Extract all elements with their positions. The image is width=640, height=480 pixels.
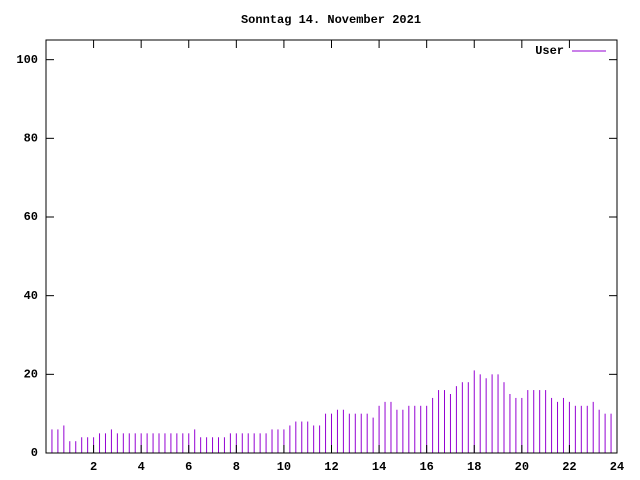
x-tick-label: 6 (185, 460, 192, 474)
plot-frame (45, 39, 618, 454)
x-tick-label: 18 (467, 460, 481, 474)
x-tick-label: 22 (562, 460, 576, 474)
chart-title: Sonntag 14. November 2021 (241, 13, 421, 27)
x-tick-label: 24 (610, 460, 624, 474)
x-tick-label: 16 (419, 460, 433, 474)
x-tick-label: 10 (277, 460, 291, 474)
x-tick-label: 2 (90, 460, 97, 474)
legend-label: User (535, 44, 564, 58)
x-tick-label: 12 (324, 460, 338, 474)
y-tick-label: 100 (16, 53, 38, 67)
y-tick-label: 60 (24, 210, 38, 224)
y-tick-label: 40 (24, 289, 38, 303)
x-tick-label: 8 (233, 460, 240, 474)
y-tick-label: 20 (24, 368, 38, 382)
y-tick-label: 0 (31, 446, 38, 460)
y-tick-label: 80 (24, 132, 38, 146)
x-tick-label: 20 (515, 460, 529, 474)
x-tick-label: 14 (372, 460, 386, 474)
x-tick-label: 4 (138, 460, 145, 474)
